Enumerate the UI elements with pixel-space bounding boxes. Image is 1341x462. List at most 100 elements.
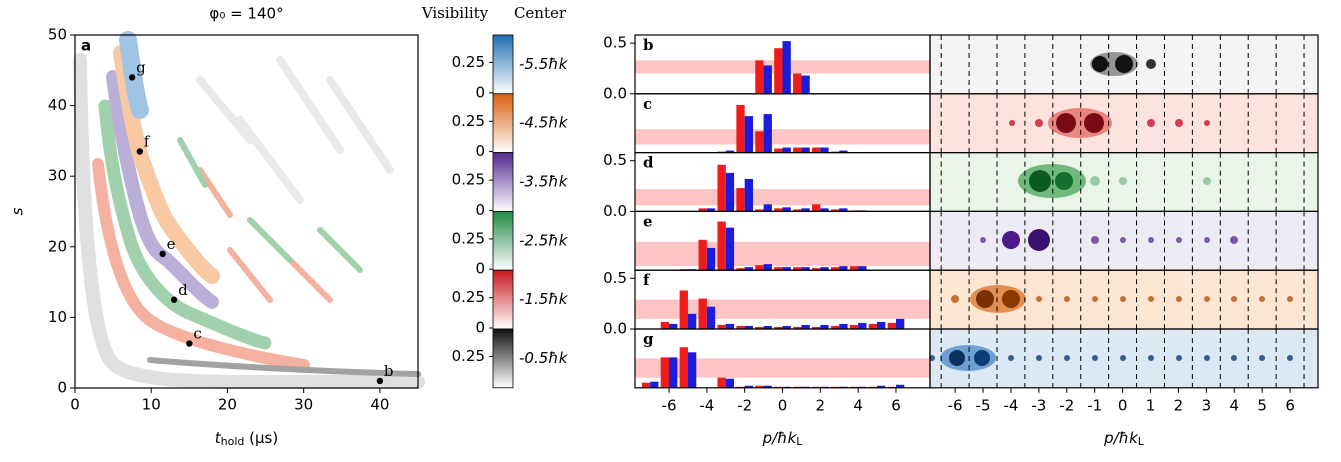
blob-row	[1009, 119, 1210, 127]
point-label: b	[384, 362, 394, 380]
bar	[793, 209, 802, 212]
bar	[717, 324, 726, 329]
bar	[687, 352, 697, 388]
bar	[801, 147, 810, 153]
bar	[755, 326, 764, 329]
bar	[755, 131, 764, 153]
bar	[679, 290, 688, 329]
colorbar-tick-label: 0.25	[452, 171, 485, 189]
band	[635, 241, 930, 267]
panel-label: e	[643, 212, 653, 230]
blob	[1230, 236, 1238, 244]
bar	[641, 382, 651, 388]
point	[136, 148, 143, 155]
bar	[830, 325, 840, 329]
blob	[1231, 355, 1237, 361]
x-tick-label: 6	[1285, 396, 1295, 414]
colorbar-segment	[492, 34, 514, 95]
bar	[755, 209, 764, 212]
bar	[812, 326, 821, 329]
x-tick-label: 5	[1257, 396, 1267, 414]
blob	[1204, 120, 1210, 126]
band	[73, 53, 425, 390]
x-tick-label: 0	[1118, 396, 1128, 414]
bar	[698, 239, 707, 271]
blob	[1035, 119, 1043, 127]
x-tick-label: -6	[948, 396, 963, 414]
bar	[858, 322, 867, 329]
blob	[1147, 119, 1155, 127]
x-tick-label: 0	[70, 396, 80, 414]
colorbar-label: -2.5ħk	[519, 231, 569, 249]
label-sub: L	[1138, 435, 1145, 448]
band	[119, 31, 149, 119]
colorbar-label: -1.5ħk	[519, 290, 569, 308]
blob	[1028, 229, 1050, 251]
bar	[793, 147, 802, 153]
y-tick-label: 0.5	[603, 34, 627, 52]
bar	[698, 208, 707, 212]
bar	[820, 147, 829, 153]
colorbar-segment	[492, 210, 514, 271]
bar	[830, 267, 840, 271]
blob-row	[1090, 176, 1211, 186]
chart-title: φ₀ = 140°	[209, 5, 283, 23]
y-tick-label: 0.5	[603, 151, 627, 169]
bar	[782, 147, 791, 153]
band	[177, 137, 363, 273]
bar	[774, 326, 783, 329]
band	[98, 99, 272, 350]
blob	[1287, 296, 1293, 302]
blob	[1120, 355, 1126, 361]
label-main: t	[215, 429, 222, 447]
colorbar-label: -4.5ħk	[519, 114, 569, 132]
bar	[706, 208, 716, 212]
colorbar-tick-label: 0.25	[452, 347, 485, 365]
x-tick-label: 0	[778, 396, 788, 414]
bar	[858, 266, 867, 271]
x-tick-label: -5	[976, 396, 991, 414]
point-label: c	[193, 325, 201, 343]
bar	[839, 266, 848, 271]
bar	[895, 318, 905, 329]
colorbar-label: -3.5ħk	[519, 173, 569, 191]
blob	[1036, 296, 1042, 302]
bar	[820, 208, 829, 212]
blob	[1036, 355, 1042, 361]
blob	[1231, 296, 1237, 302]
blob	[1120, 237, 1126, 243]
blob	[1055, 172, 1073, 190]
bar	[698, 298, 707, 329]
bar	[755, 385, 764, 388]
blob	[1092, 355, 1098, 361]
bar	[736, 325, 745, 329]
bar	[744, 178, 753, 212]
panel-label: d	[643, 154, 654, 172]
bar	[725, 150, 735, 153]
bar	[812, 147, 821, 153]
y-tick-label: 0.5	[603, 269, 627, 287]
band	[635, 358, 930, 378]
bar	[763, 385, 772, 388]
band	[92, 158, 310, 371]
x-tick-label: -4	[699, 396, 714, 414]
bar	[744, 325, 753, 329]
panel-label: a	[81, 37, 91, 55]
bar	[839, 150, 848, 153]
blob-row	[929, 355, 1293, 361]
y-axis-label: s	[9, 207, 27, 215]
map-bands	[73, 31, 425, 390]
y-tick-label: 0.0	[603, 320, 627, 338]
point-label: d	[178, 281, 188, 299]
blob	[1148, 355, 1154, 361]
bar	[774, 48, 783, 94]
x-tick-label: 40	[370, 396, 389, 414]
band	[196, 56, 394, 204]
label-sub: L	[796, 435, 803, 448]
panel-label: b	[643, 36, 654, 54]
blob	[1092, 296, 1098, 302]
image-background	[930, 152, 1318, 212]
bar	[725, 227, 735, 271]
x-tick-label: 2	[1174, 396, 1184, 414]
band	[113, 45, 220, 284]
